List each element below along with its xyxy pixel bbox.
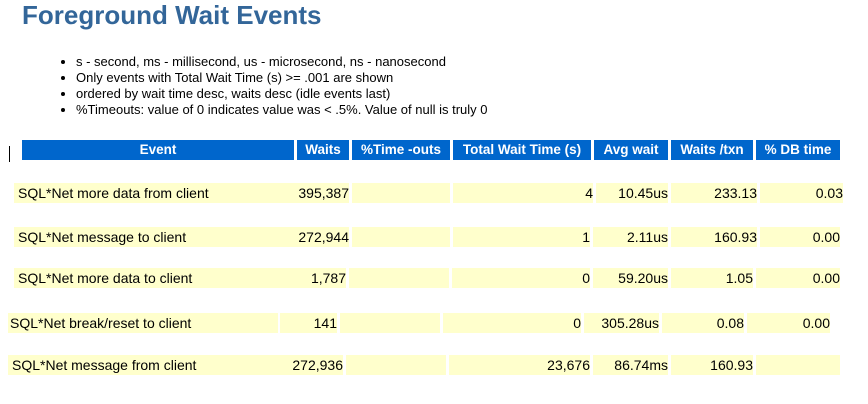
cell-timeouts <box>352 227 450 247</box>
cell-avg-wait: 59.20us <box>593 268 668 288</box>
cell-waits: 272,936 <box>285 355 343 375</box>
note-item: Only events with Total Wait Time (s) >= … <box>76 70 488 86</box>
col-header-total-wait: Total Wait Time (s) <box>453 140 591 160</box>
cell-db-time: 0.00 <box>747 313 830 333</box>
note-item: ordered by wait time desc, waits desc (i… <box>76 86 488 102</box>
cell-total-wait: 0 <box>443 313 581 333</box>
cell-db-time <box>756 355 840 375</box>
note-item: s - second, ms - millisecond, us - micro… <box>76 54 488 70</box>
cell-db-time: 0.00 <box>760 227 840 247</box>
cell-total-wait: 1 <box>453 227 590 247</box>
notes-list: s - second, ms - millisecond, us - micro… <box>58 54 488 118</box>
cell-total-wait: 23,676 <box>449 355 590 375</box>
cell-event: SQL*Net more data to client <box>14 268 290 288</box>
cell-avg-wait: 305.28us <box>584 313 659 333</box>
cell-avg-wait: 86.74ms <box>593 355 668 375</box>
page-title: Foreground Wait Events <box>22 0 322 30</box>
cell-avg-wait: 2.11us <box>593 227 668 247</box>
cell-event: SQL*Net more data from client <box>14 183 290 203</box>
cell-waits-txn: 1.05 <box>671 268 753 288</box>
cell-waits-txn: 0.08 <box>662 313 744 333</box>
cell-avg-wait: 10.45us <box>596 183 668 203</box>
cell-timeouts <box>346 355 446 375</box>
cell-waits: 272,944 <box>286 227 349 247</box>
col-header-waits-txn: Waits /txn <box>671 140 753 160</box>
col-header-waits: Waits <box>297 140 349 160</box>
col-header-avg-wait: Avg wait <box>594 140 668 160</box>
cell-timeouts <box>352 183 450 203</box>
cell-total-wait: 0 <box>452 268 590 288</box>
text-cursor <box>9 146 10 162</box>
cell-total-wait: 4 <box>453 183 593 203</box>
cell-event: SQL*Net message from client <box>8 355 286 375</box>
cell-timeouts <box>349 268 449 288</box>
col-header-timeouts: %Time -outs <box>352 140 450 160</box>
cell-timeouts <box>340 313 440 333</box>
cell-waits: 395,387 <box>286 183 349 203</box>
col-header-db-time: % DB time <box>756 140 840 160</box>
col-header-event: Event <box>22 140 294 160</box>
cell-event: SQL*Net message to client <box>14 227 290 247</box>
cell-waits-txn: 160.93 <box>671 355 753 375</box>
cell-waits: 141 <box>280 313 337 333</box>
note-item: %Timeouts: value of 0 indicates value wa… <box>76 102 488 118</box>
cell-waits-txn: 160.93 <box>671 227 757 247</box>
cell-waits: 1,787 <box>286 268 346 288</box>
cell-db-time: 0.03 <box>760 183 843 203</box>
cell-db-time: 0.00 <box>756 268 840 288</box>
cell-event: SQL*Net break/reset to client <box>8 313 278 333</box>
cell-waits-txn: 233.13 <box>671 183 757 203</box>
